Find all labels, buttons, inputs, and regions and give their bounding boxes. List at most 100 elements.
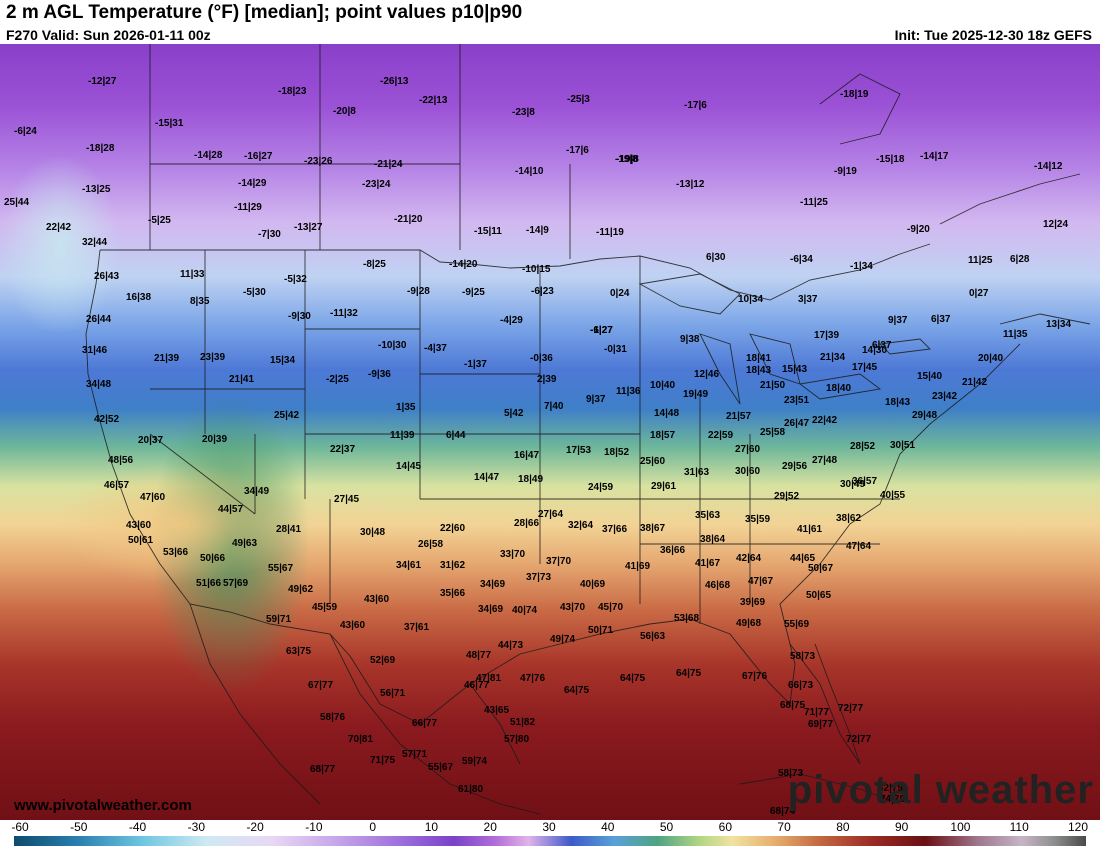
point-value-label: 50|71 <box>588 625 614 636</box>
point-value-label: 14|47 <box>474 472 500 483</box>
point-value-label: -6|24 <box>14 126 37 137</box>
point-value-label: 39|69 <box>740 597 766 608</box>
mexico-outline <box>189 603 541 815</box>
point-value-label: 11|33 <box>180 269 205 280</box>
point-value-label: -1|27 <box>590 325 613 336</box>
colorbar-tick: 110 <box>1009 820 1029 834</box>
point-value-label: -9|19 <box>834 166 857 177</box>
point-value-label: 50|65 <box>806 590 832 601</box>
point-value-label: 57|80 <box>504 734 530 745</box>
point-value-label: 0|27 <box>969 288 989 299</box>
point-value-label: 44|57 <box>218 504 244 515</box>
point-value-label: -19|8 <box>616 154 639 165</box>
point-value-label: 59|74 <box>462 756 488 767</box>
point-value-label: 6|30 <box>706 252 726 263</box>
point-value-label: 26|58 <box>418 539 444 550</box>
point-value-label: 6|37 <box>872 340 892 351</box>
boundaries-overlay <box>85 44 1091 815</box>
point-value-label: 68|75 <box>780 700 806 711</box>
point-value-label: 3|37 <box>798 294 818 305</box>
point-value-label: 15|40 <box>917 371 943 382</box>
point-value-label: 21|50 <box>760 380 786 391</box>
point-value-label: 71|77 <box>804 707 830 718</box>
point-value-label: 22|60 <box>440 523 466 534</box>
point-value-label: 11|36 <box>616 386 641 397</box>
point-value-label: 35|59 <box>745 514 771 525</box>
point-value-label: 1|35 <box>396 402 416 413</box>
point-value-label: 25|42 <box>274 410 300 421</box>
point-value-label: 35|63 <box>695 510 721 521</box>
point-value-label: 16|38 <box>126 292 152 303</box>
point-value-label: 49|62 <box>288 584 314 595</box>
point-value-label: 17|45 <box>852 362 878 373</box>
us-canada-border <box>100 243 931 301</box>
colorbar-tick: -20 <box>246 820 264 834</box>
init-time: Init: Tue 2025-12-30 18z GEFS <box>894 27 1092 43</box>
point-value-label: 15|43 <box>782 364 808 375</box>
point-value-label: 6|44 <box>446 430 466 441</box>
point-value-label: -14|20 <box>449 259 478 270</box>
point-value-label: 48|77 <box>466 650 492 661</box>
colorbar-labels: -60 -50 -40 -30 -20 -10 0 10 20 30 40 50 60 70 80 90 100… <box>0 820 1100 834</box>
point-value-label: -20|8 <box>333 106 356 117</box>
point-value-label: 14|48 <box>654 408 680 419</box>
point-value-label: 42|64 <box>736 553 762 564</box>
point-value-label: -10|30 <box>378 340 407 351</box>
point-value-label: 47|81 <box>476 673 502 684</box>
colorbar-tick: 0 <box>369 820 376 834</box>
point-value-label: 29|56 <box>782 461 808 472</box>
point-value-label: 64|75 <box>564 685 590 696</box>
point-value-label: -0|36 <box>530 353 553 364</box>
point-value-label: 9|38 <box>680 334 700 345</box>
point-value-label: 30|51 <box>890 440 916 451</box>
point-value-label: -13|12 <box>676 179 705 190</box>
point-value-label: -9|28 <box>407 286 430 297</box>
point-value-label: 30|60 <box>735 466 761 477</box>
point-value-label: 20|37 <box>138 435 164 446</box>
point-value-label: 68|77 <box>310 764 336 775</box>
point-value-label: -26|13 <box>380 76 409 87</box>
state-lines <box>149 250 900 624</box>
point-value-label: 23|51 <box>784 395 810 406</box>
point-value-label: -2|25 <box>326 374 349 385</box>
point-value-label: 44|73 <box>498 640 524 651</box>
point-value-label: 57|69 <box>223 578 249 589</box>
point-value-label: -6|23 <box>531 286 554 297</box>
point-value-label: 9|37 <box>586 394 606 405</box>
point-value-label: 55|69 <box>784 619 810 630</box>
point-value-label: 59|71 <box>266 614 292 625</box>
point-value-label: 51|82 <box>510 717 536 728</box>
point-value-label: 32|64 <box>568 520 594 531</box>
point-value-label: -21|20 <box>394 214 423 225</box>
point-value-label: -9|25 <box>462 287 485 298</box>
point-value-label: -23|8 <box>512 107 535 118</box>
point-value-label: -9|36 <box>368 369 391 380</box>
point-value-label: -17|6 <box>684 100 707 111</box>
point-value-label: 58|73 <box>778 768 804 779</box>
northeast-coast <box>819 73 1091 325</box>
point-value-label: 5|42 <box>504 408 524 419</box>
point-value-label: 41|61 <box>797 524 823 535</box>
canada-provinces <box>149 44 571 259</box>
point-value-label: 17|53 <box>566 445 592 456</box>
point-value-label: 63|75 <box>286 646 312 657</box>
point-value-label: 22|59 <box>708 430 734 441</box>
point-value-label: 24|59 <box>588 482 614 493</box>
point-value-label: 51|66 <box>196 578 222 589</box>
point-value-label: -19|8 <box>615 154 638 165</box>
point-value-label: 34|61 <box>396 560 422 571</box>
point-value-label: 41|67 <box>695 558 721 569</box>
point-value-label: 6|28 <box>1010 254 1030 265</box>
cuba-outline <box>739 773 901 805</box>
point-value-label: 53|66 <box>163 547 189 558</box>
point-value-label: 29|61 <box>651 481 677 492</box>
point-value-label: -14|17 <box>920 151 949 162</box>
point-value-label: 56|71 <box>380 688 406 699</box>
point-value-label: 32|44 <box>82 237 108 248</box>
point-value-label: 11|25 <box>968 255 993 266</box>
point-value-label: 40|69 <box>580 579 606 590</box>
point-value-label: -9|20 <box>907 224 930 235</box>
website-label[interactable]: www.pivotalweather.com <box>14 797 192 814</box>
point-value-label: -13|27 <box>294 222 323 233</box>
point-value-label: 72|77 <box>838 703 864 714</box>
